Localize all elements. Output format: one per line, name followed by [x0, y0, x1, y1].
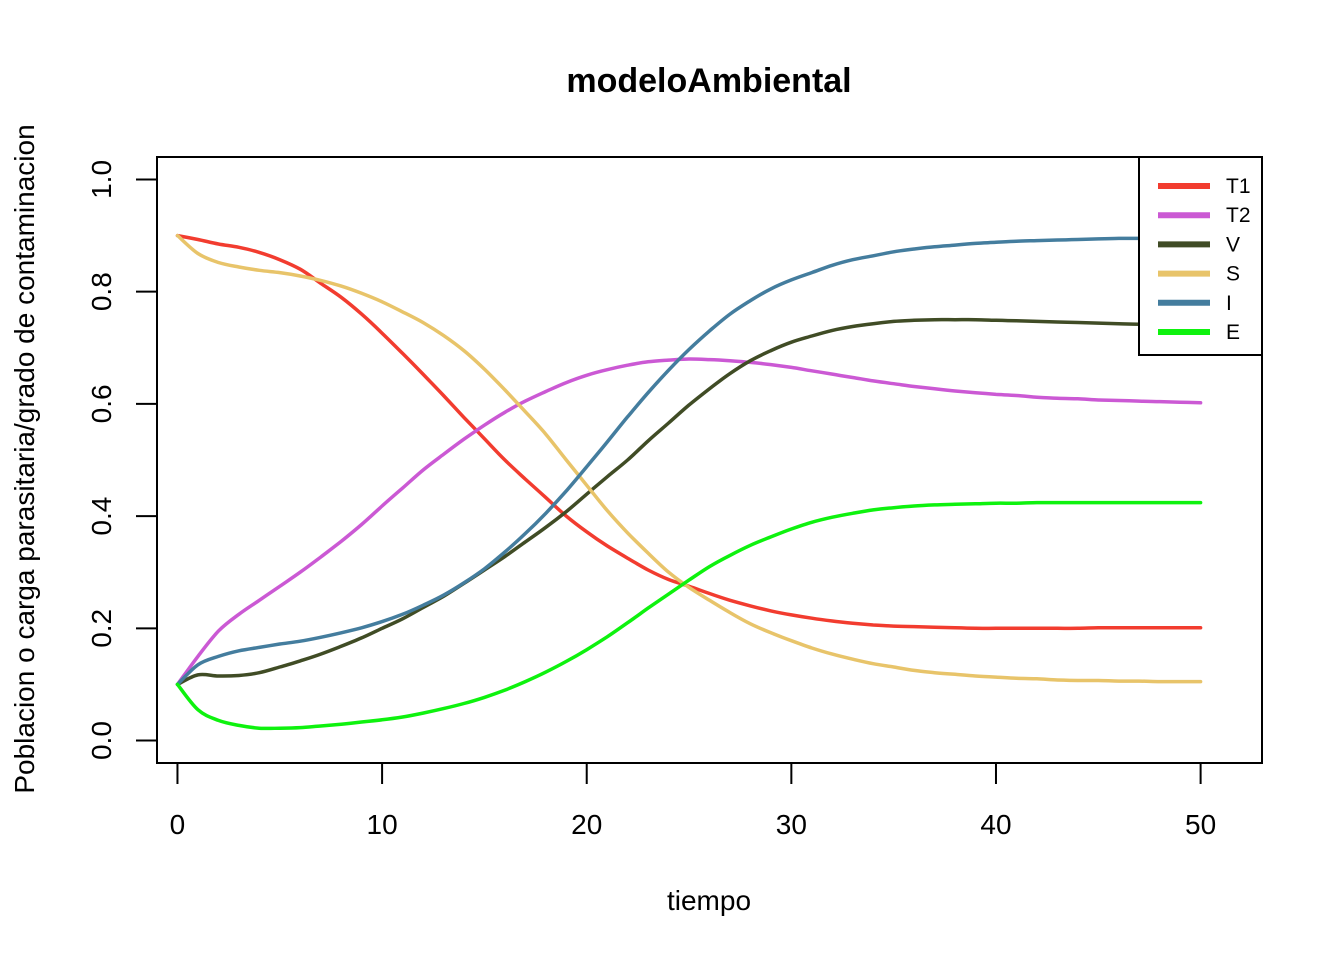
x-axis: 0 10 20 30 40 50 — [170, 762, 1216, 840]
series-line-t2 — [175, 357, 1203, 687]
y-tick-label: 1.0 — [86, 160, 117, 199]
x-tick-label: 10 — [367, 809, 398, 840]
legend-label: T2 — [1226, 204, 1251, 227]
series-line-v — [175, 317, 1203, 687]
series-line-s — [175, 233, 1203, 684]
legend-label: I — [1226, 292, 1232, 315]
chart-title: modeloAmbiental — [566, 62, 851, 100]
x-tick-label: 50 — [1185, 809, 1216, 840]
x-tick-label: 30 — [776, 809, 807, 840]
y-tick-label: 0.4 — [86, 497, 117, 536]
series-layer — [175, 233, 1203, 731]
series-line-i — [175, 236, 1203, 687]
x-tick-label: 40 — [980, 809, 1011, 840]
y-tick-label: 0.2 — [86, 609, 117, 648]
y-axis: 0.0 0.2 0.4 0.6 0.8 1.0 — [86, 160, 158, 760]
x-tick-label: 20 — [571, 809, 602, 840]
y-tick-label: 0.8 — [86, 272, 117, 311]
y-axis-label: Poblacion o carga parasitaria/grado de c… — [9, 124, 40, 793]
x-tick-label: 0 — [170, 809, 186, 840]
y-tick-label: 0.6 — [86, 384, 117, 423]
legend-label: S — [1226, 263, 1240, 286]
y-tick-label: 0.0 — [86, 721, 117, 760]
legend-box — [1138, 156, 1263, 356]
series-line-e — [175, 500, 1203, 731]
legend-label: E — [1226, 321, 1240, 344]
series-line-t1 — [175, 233, 1203, 631]
legend-label: T1 — [1226, 175, 1251, 198]
x-axis-label: tiempo — [667, 885, 751, 916]
legend-label: V — [1226, 233, 1240, 256]
plot-area-frame — [156, 156, 1263, 764]
